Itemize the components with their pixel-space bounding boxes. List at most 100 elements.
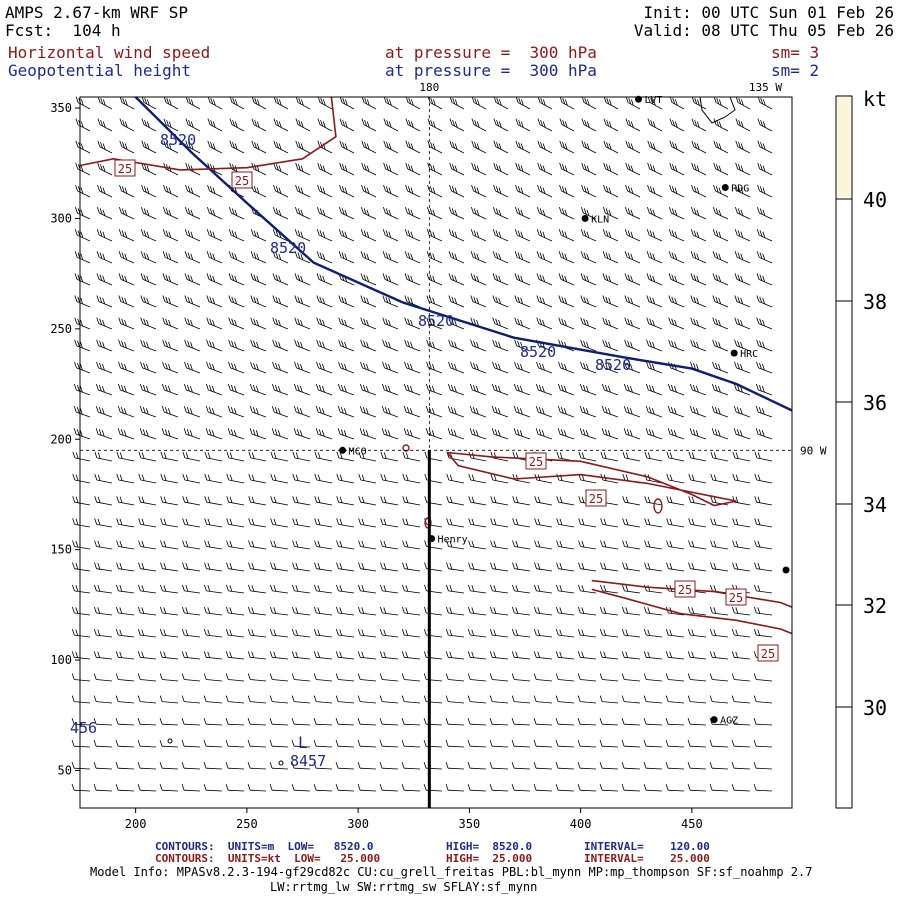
- wind-barb: [709, 695, 729, 704]
- wind-barb: [493, 118, 509, 132]
- wind-barb: [270, 562, 289, 572]
- wind-barb: [203, 673, 223, 682]
- wind-barb: [291, 695, 311, 704]
- wind-barb: [182, 473, 201, 484]
- colorbar-tick-label: 30: [863, 696, 887, 720]
- wind-barb: [402, 562, 421, 572]
- wind-barb: [181, 718, 201, 726]
- wind-barb: [116, 584, 135, 594]
- wind-barb: [533, 740, 553, 748]
- wind-barb: [74, 317, 91, 330]
- wind-barb: [336, 496, 355, 506]
- wind-barb: [489, 629, 509, 638]
- wind-barb: [292, 562, 311, 572]
- wind-barb: [140, 295, 157, 308]
- wind-barb: [625, 140, 641, 154]
- wind-barb: [184, 295, 201, 308]
- wind-barb: [272, 339, 289, 352]
- wind-barb: [445, 695, 465, 704]
- wind-barb: [207, 96, 223, 110]
- wind-barb: [577, 629, 597, 638]
- wind-barb: [426, 273, 443, 286]
- wind-barb: [379, 629, 399, 638]
- wind-barb: [162, 339, 179, 352]
- wind-barb: [203, 784, 223, 792]
- wind-barb: [580, 251, 597, 264]
- wind-barb: [446, 584, 465, 594]
- wind-barb: [492, 229, 509, 242]
- wind-barb: [643, 606, 663, 616]
- wind-barb: [533, 784, 553, 792]
- wind-barb: [338, 339, 355, 352]
- wind-barb: [579, 428, 597, 440]
- wind-barb: [559, 162, 575, 176]
- wind-barb: [294, 295, 311, 308]
- wind-barb: [754, 496, 773, 506]
- wind-barb: [379, 718, 399, 726]
- wind-barb: [97, 206, 113, 220]
- wind-barb: [295, 206, 311, 220]
- wind-barb: [515, 184, 531, 198]
- wind-barb: [577, 606, 597, 616]
- wind-barb: [489, 784, 509, 792]
- wind-barb: [665, 784, 685, 792]
- wind-barb: [379, 651, 399, 660]
- footer-row2-a: CONTOURS: UNITS=kt LOW= 25.000: [155, 852, 381, 865]
- wind-barb: [423, 673, 443, 682]
- wind-barb: [755, 428, 773, 440]
- wind-barb: [181, 629, 201, 638]
- wind-barb: [643, 762, 663, 770]
- wind-barb: [753, 718, 773, 726]
- wind-barb: [515, 96, 531, 110]
- wind-barb: [423, 629, 443, 638]
- wind-barb: [207, 184, 223, 198]
- wind-barb: [447, 383, 465, 396]
- wind-barb: [423, 718, 443, 726]
- wind-barb: [402, 540, 421, 550]
- wind-barb: [139, 428, 157, 440]
- wind-barb: [137, 784, 157, 792]
- wind-barb: [493, 96, 509, 110]
- wind-barb: [625, 118, 641, 132]
- station-small: [278, 760, 284, 766]
- field2-level: at pressure = 300 hPa: [385, 61, 597, 80]
- wind-barb: [116, 540, 135, 550]
- wind-barb: [423, 606, 443, 616]
- wind-barb: [337, 405, 355, 418]
- wind-barb: [357, 606, 377, 616]
- station-small: [167, 738, 173, 744]
- wind-barb: [336, 451, 355, 462]
- wind-barb: [229, 206, 245, 220]
- svg-text:25: 25: [729, 591, 743, 605]
- height-label: 8520: [595, 356, 631, 374]
- wind-barb: [207, 118, 223, 132]
- wind-barb: [580, 229, 597, 242]
- wind-barb: [160, 473, 179, 484]
- wind-barb: [666, 496, 685, 506]
- wind-barb: [490, 584, 509, 594]
- wind-barb: [182, 584, 201, 594]
- wind-barb: [118, 339, 135, 352]
- wind-barb: [335, 673, 355, 682]
- wind-barb: [687, 629, 707, 638]
- wind-barb: [314, 451, 333, 462]
- wind-barb: [250, 295, 267, 308]
- wind-barb: [669, 162, 685, 176]
- wind-barb: [93, 718, 113, 726]
- wind-barb: [493, 140, 509, 154]
- wind-barb: [537, 118, 553, 132]
- wind-barb: [625, 206, 641, 220]
- wind-barb: [94, 540, 113, 550]
- wind-barb: [404, 317, 421, 330]
- wind-barb: [205, 383, 223, 396]
- wind-barb: [291, 629, 311, 638]
- wind-barb: [405, 96, 421, 110]
- wind-barb: [731, 651, 751, 660]
- wind-barb: [358, 518, 377, 528]
- wind-barb: [335, 629, 355, 638]
- wind-barb: [580, 317, 597, 330]
- wind-barb: [269, 673, 289, 682]
- model-info-2: LW:rrtmg_lw SW:rrtmg_sw SFLAY:sf_mynn: [270, 880, 538, 894]
- wind-barb: [688, 562, 707, 572]
- wind-barb: [445, 606, 465, 616]
